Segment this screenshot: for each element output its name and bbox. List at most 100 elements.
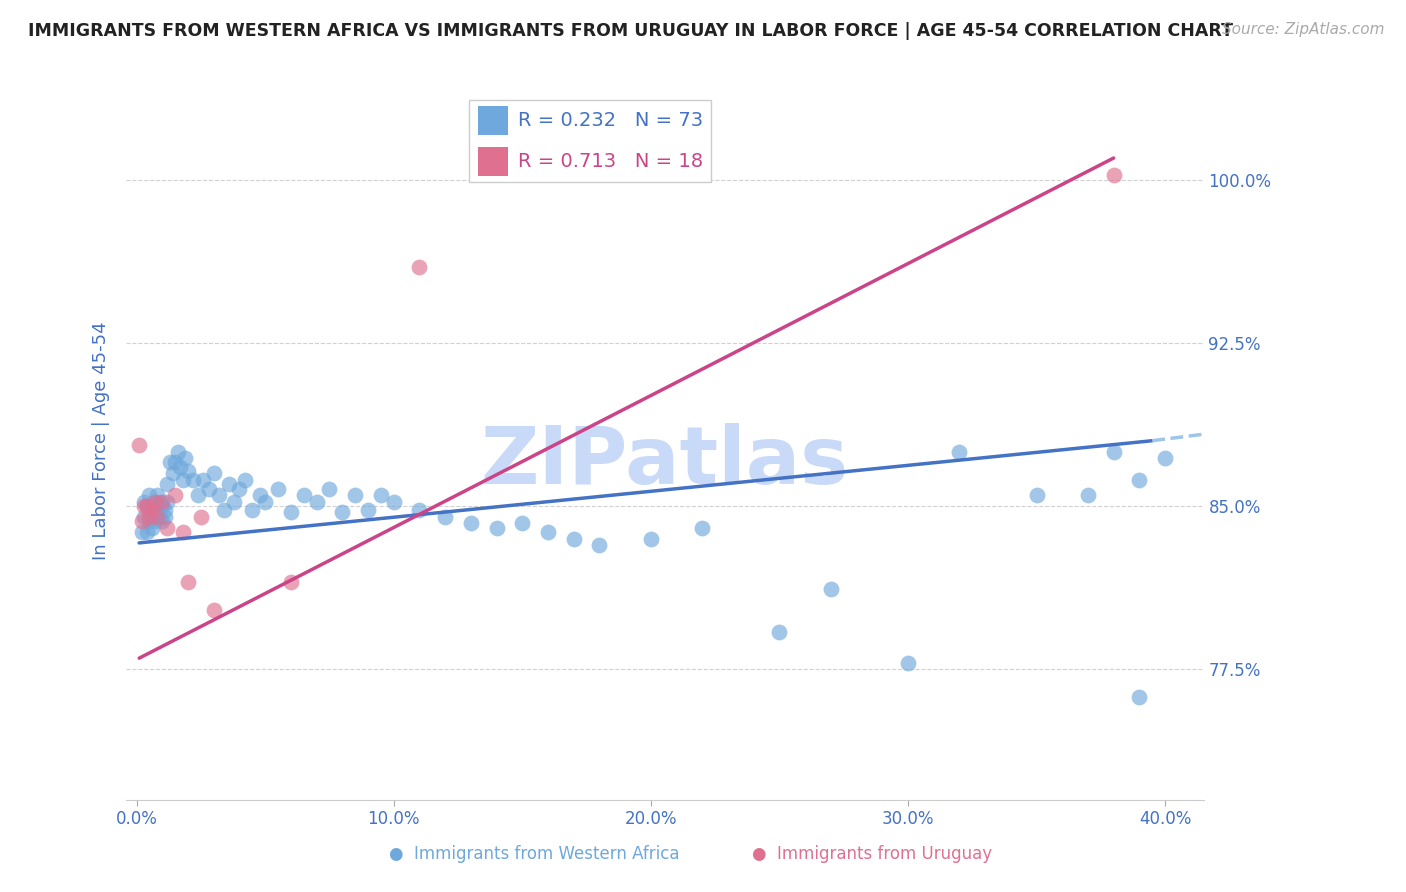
Point — [233, 473, 256, 487]
Point — [208, 488, 231, 502]
Point — [143, 494, 166, 508]
Point — [292, 488, 315, 502]
Point — [305, 494, 328, 508]
Text: ●  Immigrants from Uruguay: ● Immigrants from Uruguay — [752, 846, 991, 863]
Point — [218, 477, 240, 491]
Point — [280, 506, 302, 520]
Point — [228, 482, 250, 496]
Point — [141, 503, 163, 517]
Point — [193, 473, 215, 487]
Point — [131, 524, 153, 539]
Point — [190, 509, 212, 524]
Point — [897, 656, 920, 670]
Point — [318, 482, 340, 496]
Point — [169, 459, 191, 474]
Point — [1128, 473, 1150, 487]
Point — [408, 260, 430, 274]
Point — [240, 503, 263, 517]
Point — [249, 488, 271, 502]
Point — [1077, 488, 1099, 502]
Point — [159, 455, 181, 469]
Point — [138, 514, 160, 528]
Point — [202, 603, 225, 617]
Point — [187, 488, 209, 502]
Point — [146, 506, 169, 520]
Point — [344, 488, 367, 502]
Point — [510, 516, 533, 531]
Point — [134, 509, 156, 524]
Point — [134, 499, 156, 513]
Text: R = 0.713   N = 18: R = 0.713 N = 18 — [519, 153, 703, 171]
Point — [153, 509, 176, 524]
Text: R = 0.232   N = 73: R = 0.232 N = 73 — [519, 111, 703, 130]
Point — [280, 575, 302, 590]
Point — [135, 524, 157, 539]
Point — [1102, 169, 1125, 183]
Point — [141, 521, 163, 535]
Point — [588, 538, 610, 552]
Point — [562, 532, 585, 546]
Point — [162, 467, 184, 481]
Point — [640, 532, 662, 546]
Point — [1025, 488, 1047, 502]
Point — [143, 494, 166, 508]
Bar — [478, 147, 508, 176]
Point — [1102, 444, 1125, 458]
Point — [146, 488, 169, 502]
Point — [537, 524, 560, 539]
Point — [165, 455, 187, 469]
Point — [135, 499, 157, 513]
Y-axis label: In Labor Force | Age 45-54: In Labor Force | Age 45-54 — [93, 321, 110, 560]
Point — [370, 488, 392, 502]
Point — [434, 509, 457, 524]
Point — [254, 494, 277, 508]
Point — [768, 625, 790, 640]
Point — [150, 494, 173, 508]
Point — [135, 499, 157, 513]
Point — [948, 444, 970, 458]
Point — [131, 514, 153, 528]
Point — [224, 494, 246, 508]
Point — [128, 438, 150, 452]
Point — [143, 514, 166, 528]
Point — [156, 521, 179, 535]
Point — [149, 494, 172, 508]
Point — [150, 514, 173, 528]
Point — [156, 494, 179, 508]
Point — [138, 509, 160, 524]
Point — [212, 503, 235, 517]
Text: IMMIGRANTS FROM WESTERN AFRICA VS IMMIGRANTS FROM URUGUAY IN LABOR FORCE | AGE 4: IMMIGRANTS FROM WESTERN AFRICA VS IMMIGR… — [28, 22, 1233, 40]
Point — [134, 494, 156, 508]
Point — [408, 503, 430, 517]
Point — [181, 473, 204, 487]
Point — [357, 503, 380, 517]
Point — [153, 503, 176, 517]
Point — [166, 444, 188, 458]
Point — [197, 482, 219, 496]
Point — [690, 521, 713, 535]
Point — [177, 575, 200, 590]
FancyBboxPatch shape — [468, 100, 711, 182]
Point — [172, 524, 194, 539]
Point — [330, 506, 353, 520]
Point — [460, 516, 482, 531]
Point — [1154, 451, 1177, 466]
Point — [146, 509, 169, 524]
Point — [267, 482, 290, 496]
Text: Source: ZipAtlas.com: Source: ZipAtlas.com — [1222, 22, 1385, 37]
Bar — [478, 106, 508, 135]
Point — [172, 473, 194, 487]
Point — [149, 509, 172, 524]
Text: ●  Immigrants from Western Africa: ● Immigrants from Western Africa — [389, 846, 679, 863]
Point — [174, 451, 197, 466]
Text: ZIPatlas: ZIPatlas — [481, 423, 849, 501]
Point — [141, 499, 163, 513]
Point — [156, 477, 179, 491]
Point — [165, 488, 187, 502]
Point — [177, 464, 200, 478]
Point — [1128, 690, 1150, 705]
Point — [150, 499, 173, 513]
Point — [202, 467, 225, 481]
Point — [485, 521, 508, 535]
Point — [382, 494, 405, 508]
